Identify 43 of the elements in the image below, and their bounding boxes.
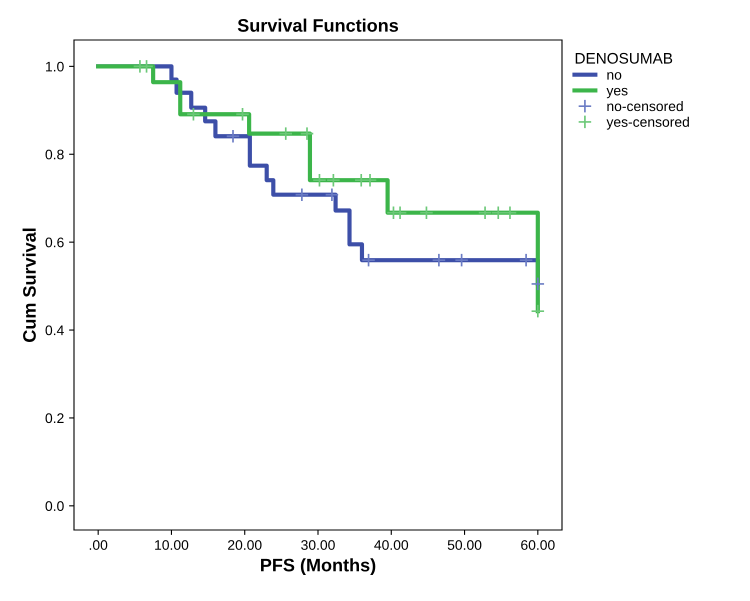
point (235, 107, 250, 122)
point (491, 206, 506, 220)
chart-title: Survival Functions (238, 18, 398, 32)
y-tick-label: 0.8 (46, 150, 64, 160)
point (186, 107, 201, 122)
point (226, 129, 240, 144)
point (432, 253, 446, 268)
point (392, 206, 408, 220)
point (478, 206, 492, 220)
point (530, 304, 545, 318)
y-tick-label: 0.2 (46, 413, 64, 424)
point (519, 253, 534, 268)
point (419, 206, 434, 220)
point (454, 253, 469, 268)
point (502, 206, 518, 220)
x-axis-title: PFS (Months) (261, 558, 376, 576)
y-axis-title: Cum Survival (22, 228, 36, 342)
x-tick-label: 30.00 (301, 540, 335, 550)
point (312, 173, 327, 188)
legend-label: yes-censored (606, 116, 689, 130)
x-tick-label: 20.00 (228, 540, 262, 550)
point (530, 276, 545, 291)
point (139, 59, 154, 74)
point (278, 126, 293, 141)
legend-label: no-censored (607, 100, 683, 112)
x-tick-label: .00 (90, 540, 108, 550)
point (362, 173, 378, 188)
legend-title: DENOSUMAB (576, 52, 672, 64)
point (324, 188, 340, 202)
legend-label: no (607, 72, 622, 80)
x-tick-label: 50.00 (448, 540, 482, 550)
point (294, 188, 309, 202)
x-tick-label: 40.00 (374, 540, 408, 550)
y-tick-label: 0.6 (46, 237, 64, 248)
point (300, 126, 314, 141)
x-tick-label: 10.00 (155, 540, 188, 550)
y-tick-label: 0.0 (46, 501, 64, 511)
y-tick-label: 1.0 (46, 62, 64, 72)
legend-label: yes (606, 88, 628, 98)
point (361, 253, 376, 268)
x-tick-label: 60.00 (521, 540, 555, 550)
point (326, 173, 340, 188)
y-tick-label: 0.4 (46, 325, 64, 336)
